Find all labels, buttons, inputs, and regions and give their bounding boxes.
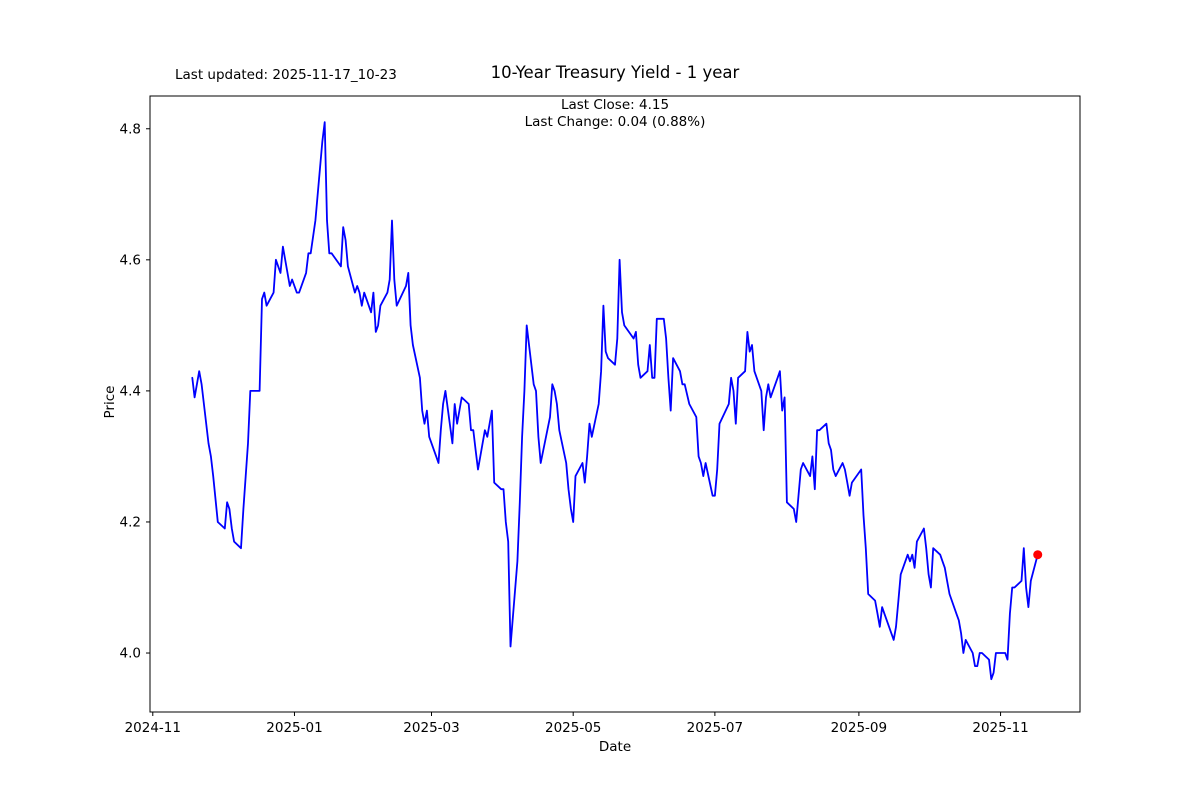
last-updated-label: Last updated: 2025-11-17_10-23: [175, 67, 397, 83]
y-tick-label: 4.2: [120, 515, 141, 531]
y-tick-label: 4.0: [120, 646, 141, 662]
chart-title: 10-Year Treasury Yield - 1 year: [490, 63, 740, 82]
x-tick-label: 2025-07: [687, 720, 743, 736]
price-line: [191, 121, 1039, 681]
x-tick-label: 2025-05: [545, 720, 601, 736]
x-tick-label: 2025-11: [972, 720, 1028, 736]
last-close-marker: [1033, 550, 1043, 560]
last-close-text: Last Close: 4.15: [560, 97, 670, 113]
axes-spines: [149, 95, 1081, 713]
x-axis-label: Date: [598, 739, 632, 755]
y-tick-label: 4.4: [120, 383, 141, 399]
x-tick-label: 2025-03: [403, 720, 459, 736]
y-tick-label: 4.6: [120, 252, 141, 268]
last-change-text: Last Change: 0.04 (0.88%): [524, 114, 706, 130]
y-tick-label: 4.8: [120, 121, 141, 137]
x-tick-label: 2024-11: [125, 720, 181, 736]
x-tick-label: 2025-09: [831, 720, 887, 736]
x-tick-label: 2025-01: [266, 720, 322, 736]
